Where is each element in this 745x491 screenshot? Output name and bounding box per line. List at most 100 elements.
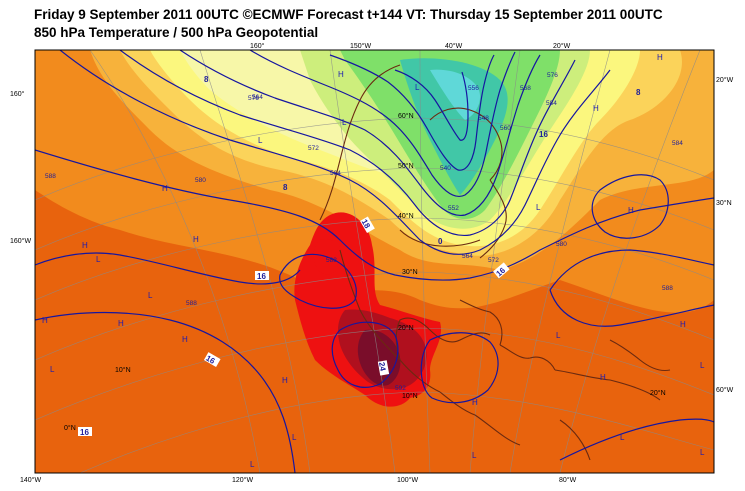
high-center: H (193, 235, 199, 244)
geopotential-contours (35, 50, 714, 473)
coastlines (319, 64, 671, 461)
lat-10n: 10°N (402, 392, 418, 400)
lon-right-60w: 60°W (716, 386, 734, 394)
temperature-zone-teal (400, 58, 508, 196)
gp-label: 580 (195, 177, 206, 184)
low-center: L (148, 291, 153, 300)
low-center: L (50, 365, 55, 374)
temp-label-24: 24 (377, 361, 388, 372)
lat-right-40n: 30°N (716, 199, 732, 207)
lat-10n-west: 10°N (115, 366, 131, 374)
label-box (377, 360, 390, 376)
low-center: L (96, 255, 101, 264)
gp-label: 556 (468, 85, 479, 92)
gp-label: 592 (395, 385, 406, 392)
temp-label-8b: 8 (283, 183, 288, 192)
temp-label-16e: 16 (539, 130, 548, 139)
gp-label: 576 (248, 95, 259, 102)
high-center: H (593, 104, 599, 113)
gp-label: 588 (662, 285, 673, 292)
temp-label-16c: 16 (80, 428, 89, 437)
temp-label-0: 0 (438, 237, 443, 246)
lon-bottom-100w: 100°W (397, 476, 418, 484)
gp-label: 580 (556, 241, 567, 248)
temp-label-8c: 8 (636, 88, 641, 97)
gp-label: 540 (440, 165, 451, 172)
lat-40n: 40°N (398, 212, 414, 220)
gp-label: 576 (547, 72, 558, 79)
low-center: L (415, 83, 420, 92)
lat-60n: 60°N (398, 112, 414, 120)
high-center: H (42, 316, 48, 325)
gp-label: 572 (488, 257, 499, 264)
low-center: L (700, 448, 705, 457)
low-center: L (258, 136, 263, 145)
lat-0n: 0°N (64, 424, 76, 432)
low-center: L (472, 451, 477, 460)
gp-label: 548 (478, 115, 489, 122)
high-center: H (338, 70, 344, 79)
label-box (360, 216, 375, 234)
high-center: H (282, 376, 288, 385)
high-center: H (628, 206, 634, 215)
gp-label: 588 (45, 173, 56, 180)
gp-label: 572 (308, 145, 319, 152)
low-center: L (620, 433, 625, 442)
gp-label: 588 (326, 257, 337, 264)
graticule (35, 50, 714, 473)
lon-top-150w: 150°W (350, 42, 371, 50)
map-subtitle: 850 hPa Temperature / 500 hPa Geopotenti… (34, 25, 319, 40)
gp-label: 564 (252, 94, 263, 101)
map-frame (34, 49, 715, 474)
label-box (203, 352, 221, 367)
high-center: H (657, 53, 663, 62)
lon-left-160: 160° (10, 90, 25, 98)
low-center: L (536, 203, 541, 212)
high-center: H (82, 241, 88, 250)
high-center: H (472, 398, 478, 407)
temperature-zone-maroon (357, 329, 401, 386)
gp-label: 584 (546, 100, 557, 107)
gp-label: 568 (520, 85, 531, 92)
lat-right-20w: 20°W (716, 76, 734, 84)
lon-top-20w: 20°W (553, 42, 571, 50)
low-center: L (292, 433, 297, 442)
label-box (78, 427, 92, 436)
gp-label: 560 (500, 125, 511, 132)
map-title: Friday 9 September 2011 00UTC ©ECMWF For… (34, 7, 663, 22)
high-center: H (162, 184, 168, 193)
lat-20n-east: 20°N (650, 389, 666, 397)
lon-top-160: 160° (250, 42, 265, 50)
gp-label: 584 (672, 140, 683, 147)
gp-label: 552 (448, 205, 459, 212)
lon-bottom-140w: 140°W (20, 476, 41, 484)
latitude-labels: 60°N 50°N 40°N 30°N 20°N 10°N 0°N 10°N 2… (64, 112, 666, 432)
high-center: H (600, 373, 606, 382)
pressure-centers: H H H H H H H H H H H H H H L L L L L L … (42, 53, 705, 469)
low-center: L (556, 331, 561, 340)
label-box (255, 271, 269, 280)
temperature-isotherm-labels: 16 16 16 16 18 24 8 8 0 8 16 (78, 75, 641, 437)
low-center: L (250, 460, 255, 469)
lat-20n: 20°N (398, 324, 414, 332)
lat-50n: 50°N (398, 162, 414, 170)
label-box (493, 262, 510, 279)
high-center: H (118, 319, 124, 328)
high-center: H (680, 320, 686, 329)
low-center: L (700, 361, 705, 370)
lon-bottom-120w: 120°W (232, 476, 253, 484)
lon-left-160w: 160°W (10, 237, 31, 245)
temp-label-16a: 16 (257, 272, 266, 281)
lon-bottom-80w: 80°W (559, 476, 577, 484)
gp-label: 564 (330, 170, 341, 177)
gp-label: 564 (462, 253, 473, 260)
high-center: H (182, 335, 188, 344)
geopotential-labels: 588 588 580 576 572 564 556 548 540 552 … (45, 72, 683, 392)
temp-label-8a: 8 (204, 75, 209, 84)
gp-label: 588 (186, 300, 197, 307)
lon-top-40w: 40°W (445, 42, 463, 50)
low-center: L (342, 118, 347, 127)
outer-coordinate-labels: 160° 150°W 40°W 20°W 20°W 160° 160°W 140… (10, 42, 734, 484)
lat-30n: 30°N (402, 268, 418, 276)
